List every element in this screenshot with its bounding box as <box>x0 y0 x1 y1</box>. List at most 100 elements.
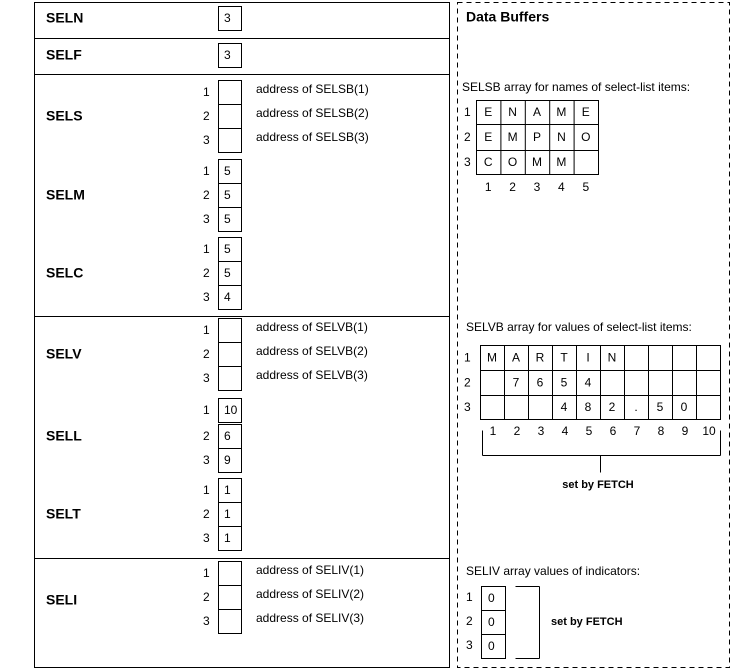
selsb-col-label: 5 <box>582 180 589 194</box>
sels-address-note: address of SELSB(1) <box>256 82 369 96</box>
selsb-col-label: 3 <box>534 180 541 194</box>
sell-cell <box>218 398 242 423</box>
seliv-value: 0 <box>488 591 495 605</box>
selsb-cell: O <box>508 155 517 169</box>
selv-address-note: address of SELVB(3) <box>256 368 368 382</box>
seliv-row-label: 1 <box>466 590 473 604</box>
selvb-cell: 4 <box>561 400 568 414</box>
selsb-cell: C <box>484 155 493 169</box>
selsb-row-label: 3 <box>464 155 471 169</box>
selv-address-note: address of SELVB(2) <box>256 344 368 358</box>
selsb-row-label: 1 <box>464 105 471 119</box>
seliv-set-by-fetch-note: set by FETCH <box>551 616 623 628</box>
selvb-cell: 8 <box>585 400 592 414</box>
sell-label: SELL <box>46 428 82 444</box>
selc-value: 5 <box>224 266 231 280</box>
selv-cell <box>218 318 242 343</box>
selc-index: 2 <box>203 266 210 280</box>
seli-index: 1 <box>203 566 210 580</box>
selsb-cell: M <box>532 155 542 169</box>
seliv-value: 0 <box>488 639 495 653</box>
selsb-cell: E <box>484 105 492 119</box>
selvb-cell: T <box>560 351 568 365</box>
seln-label: SELN <box>46 10 83 26</box>
data-buffers-title: Data Buffers <box>466 9 549 25</box>
seli-cell <box>218 561 242 586</box>
selc-index: 1 <box>203 242 210 256</box>
selt-value: 1 <box>224 483 231 497</box>
selvb-row-label: 3 <box>464 400 471 414</box>
seli-index: 2 <box>203 590 210 604</box>
sell-index: 1 <box>203 403 210 417</box>
selvb-cell: M <box>487 351 497 365</box>
selsb-cell: E <box>484 130 492 144</box>
selvb-col-label: 9 <box>682 424 689 438</box>
selm-value: 5 <box>224 212 231 226</box>
selvb-cell: 6 <box>537 376 544 390</box>
selvb-col-label: 1 <box>490 424 497 438</box>
seln-value: 3 <box>224 11 231 25</box>
selvb-cell: I <box>586 351 589 365</box>
selsb-grid <box>476 100 599 175</box>
sell-index: 2 <box>203 429 210 443</box>
selvb-cell: R <box>536 351 545 365</box>
sell-cell <box>218 448 242 473</box>
sels-address-note: address of SELSB(2) <box>256 106 369 120</box>
selsb-cell: P <box>533 130 541 144</box>
selc-index: 3 <box>203 290 210 304</box>
selt-index: 2 <box>203 507 210 521</box>
selc-cell <box>218 285 242 310</box>
selm-index: 3 <box>203 212 210 226</box>
selsb-col-label: 2 <box>509 180 516 194</box>
selsb-col-label: 1 <box>485 180 492 194</box>
selv-label: SELV <box>46 346 82 362</box>
seli-label: SELI <box>46 592 77 608</box>
selvb-col-label: 4 <box>562 424 569 438</box>
selv-index: 3 <box>203 371 210 385</box>
selm-label: SELM <box>46 187 85 203</box>
selm-value: 5 <box>224 188 231 202</box>
selsb-cell: M <box>556 155 566 169</box>
selvb-cell: 5 <box>657 400 664 414</box>
seliv-row-label: 3 <box>466 638 473 652</box>
seli-address-note: address of SELIV(2) <box>256 587 364 601</box>
selvb-cell: 7 <box>513 376 520 390</box>
selm-cell <box>218 207 242 232</box>
sell-value: 6 <box>224 429 231 443</box>
selsb-cell: E <box>582 105 590 119</box>
selvb-set-by-fetch-note: set by FETCH <box>562 479 634 491</box>
selsb-cell: O <box>581 130 590 144</box>
selt-index: 3 <box>203 531 210 545</box>
selvb-row-label: 2 <box>464 376 471 390</box>
selt-value: 1 <box>224 507 231 521</box>
seliv-value: 0 <box>488 615 495 629</box>
seliv-caption: SELIV array values of indicators: <box>466 564 640 578</box>
selvb-caption: SELVB array for values of select-list it… <box>466 320 692 334</box>
selvb-row-label: 1 <box>464 351 471 365</box>
self-label: SELF <box>46 47 82 63</box>
selvb-col-label: 5 <box>586 424 593 438</box>
selt-cell <box>218 526 242 551</box>
descriptor-panel <box>34 2 450 668</box>
sels-index: 2 <box>203 109 210 123</box>
selm-index: 2 <box>203 188 210 202</box>
sels-cell <box>218 104 242 129</box>
selsb-cell: M <box>556 105 566 119</box>
selv-cell <box>218 366 242 391</box>
selv-address-note: address of SELVB(1) <box>256 320 368 334</box>
selvb-col-label: 6 <box>610 424 617 438</box>
selvb-cell: 4 <box>585 376 592 390</box>
selsb-cell: A <box>533 105 541 119</box>
sell-index: 3 <box>203 453 210 467</box>
selv-cell <box>218 342 242 367</box>
selt-index: 1 <box>203 483 210 497</box>
selvb-col-label: 8 <box>658 424 665 438</box>
seln-cell <box>218 6 242 31</box>
selvb-col-label: 7 <box>634 424 641 438</box>
seli-index: 3 <box>203 614 210 628</box>
selt-value: 1 <box>224 531 231 545</box>
sels-cell <box>218 80 242 105</box>
selvb-cell: . <box>634 400 637 414</box>
self-value: 3 <box>224 48 231 62</box>
